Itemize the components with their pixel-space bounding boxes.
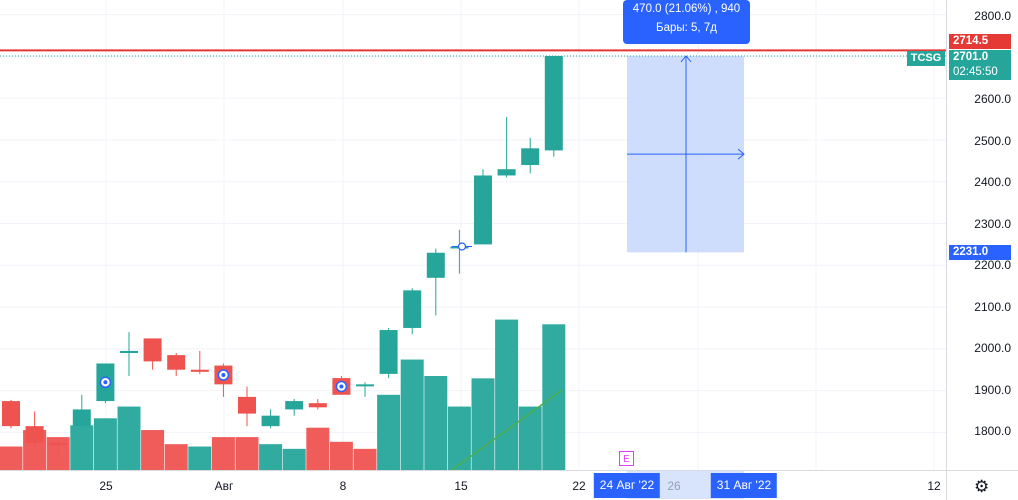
candle-body (497, 169, 516, 176)
volume-bar (447, 406, 471, 470)
volume-bar (46, 437, 70, 470)
measure-low-label: 2231.0 (949, 245, 1011, 260)
alert-price-label: 2714.5 (949, 34, 1011, 49)
event-marker-dot (103, 380, 108, 385)
measure-tooltip: 470.0 (21.06%) , 940 Бары: 5, 7д (623, 0, 750, 44)
candle-body (474, 175, 492, 245)
price-tick: 2600.0 (974, 92, 1011, 106)
gear-icon[interactable]: ⚙ (974, 477, 990, 496)
measure-tooltip-change: 470.0 (21.06%) , 940 (632, 3, 741, 15)
candle-body (120, 350, 138, 354)
volume-bar (164, 444, 188, 470)
price-tick: 2300.0 (974, 217, 1011, 231)
price-tick: 1900.0 (974, 383, 1011, 397)
crosshair-icon (457, 242, 467, 251)
time-tick: 15 (454, 479, 468, 493)
volume-bar (353, 448, 377, 470)
volume-bar (211, 437, 235, 470)
symbol-tag: TCSG (907, 51, 945, 66)
candle-body (143, 338, 162, 362)
last-price-label: 2701.0 (949, 50, 1011, 65)
candle-body (426, 252, 445, 278)
volume-bar (259, 444, 283, 470)
volume-bar (235, 437, 259, 470)
time-tick: 25 (99, 479, 113, 493)
candle-body (403, 290, 422, 328)
volume-bar (0, 446, 23, 470)
event-marker-dot (339, 384, 344, 389)
price-chart[interactable] (0, 0, 946, 470)
volume-bar (424, 376, 448, 470)
candle-body (49, 442, 68, 445)
measure-arrow-head-right (737, 148, 745, 160)
price-tick: 2000.0 (974, 341, 1011, 355)
volume-bar (282, 448, 306, 470)
earnings-marker[interactable]: E (619, 451, 634, 466)
axis-corner (946, 470, 1018, 500)
candle-body (379, 330, 398, 374)
candle-body (521, 148, 540, 166)
price-tick: 2100.0 (974, 300, 1011, 314)
candle-body (190, 369, 209, 372)
volume-bar (518, 406, 542, 470)
time-tick: 22 (572, 479, 586, 493)
volume-bar (93, 418, 117, 470)
time-tick: Авг (214, 479, 234, 493)
price-tick: 2400.0 (974, 175, 1011, 189)
price-tick: 2800.0 (974, 9, 1011, 23)
volume-bar (400, 359, 424, 470)
candle-body (25, 426, 44, 443)
volume-bar (471, 378, 495, 470)
price-tick: 1800.0 (974, 424, 1011, 438)
bar-countdown-label: 02:45:50 (949, 65, 1011, 80)
volume-bar (141, 430, 165, 470)
candle-body (261, 415, 280, 427)
measure-end-date: 31 Авг '22 (710, 473, 778, 498)
candle-body (72, 409, 91, 427)
time-tick: 12 (927, 479, 941, 493)
event-marker-dot (221, 372, 226, 377)
price-tick: 2200.0 (974, 258, 1011, 272)
volume-bar (377, 394, 401, 470)
volume-bar (70, 425, 94, 470)
measure-start-date: 24 Авг '22 (593, 473, 661, 498)
candle-body (544, 55, 563, 151)
price-tick: 2500.0 (974, 134, 1011, 148)
volume-bar (117, 406, 141, 470)
volume-bar (542, 324, 566, 470)
volume-bar (329, 441, 353, 470)
measure-arrow-head-up (680, 55, 692, 63)
candle-body (238, 396, 256, 414)
volume-bar (306, 427, 330, 470)
volume-ma-line (451, 389, 563, 470)
candle-body (308, 403, 327, 408)
candle-body (356, 384, 374, 387)
time-tick: 8 (339, 479, 347, 493)
candle-body (2, 401, 20, 427)
volume-bar (495, 319, 519, 470)
candle-body (167, 355, 186, 370)
price-axis[interactable]: 2800.0 2600.0 2500.0 2400.0 2300.0 2200.… (946, 0, 1018, 470)
time-axis[interactable]: 25 Авг 8 15 22 26 12 24 Авг '22 31 Авг '… (0, 470, 946, 500)
measure-tooltip-bars: Бары: 5, 7д (656, 22, 717, 34)
candle-body (285, 401, 304, 410)
volume-bar (188, 446, 212, 470)
